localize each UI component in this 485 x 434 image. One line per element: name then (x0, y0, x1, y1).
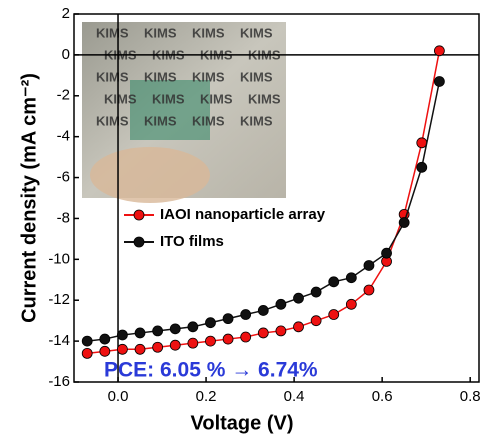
data-point (433, 76, 445, 87)
data-point (416, 161, 428, 173)
inset-text: KIMS (144, 69, 177, 84)
x-axis-label: Voltage (V) (191, 412, 294, 434)
x-tick-label: 0.2 (196, 388, 217, 405)
y-tick-label: -12 (48, 291, 70, 308)
data-point (81, 335, 93, 347)
annotation: PCE: 6.05 % → 6.74% (104, 359, 318, 382)
data-point (416, 137, 428, 149)
data-point (169, 339, 181, 351)
data-point (363, 284, 375, 296)
inset-text: KIMS (104, 91, 137, 106)
data-point (240, 309, 252, 320)
y-tick-label: -2 (57, 87, 70, 104)
data-point (81, 347, 93, 359)
plot-frame (73, 13, 480, 383)
inset-text: KIMS (240, 25, 273, 40)
data-point (134, 343, 146, 355)
data-point (310, 286, 322, 298)
data-point (152, 341, 164, 353)
device (130, 80, 210, 140)
data-point (275, 325, 287, 337)
x-tick-label: 0.8 (460, 388, 481, 405)
inset-photo: KIMS KIMS KIMS KIMS KIMS KIMS KIMS KIMS KIMS KIMS… (82, 22, 286, 203)
data-point (328, 309, 340, 320)
inset-text: KIMS (192, 25, 225, 40)
y-tick-label: -8 (57, 209, 70, 226)
data-point (240, 331, 252, 343)
data-point (433, 45, 445, 57)
data-point (117, 343, 128, 355)
inset-text: KIMS (96, 69, 129, 84)
data-point (187, 337, 199, 349)
inset-text: KIMS (96, 25, 129, 40)
data-point (99, 333, 111, 345)
data-point (293, 292, 304, 304)
data-point (205, 335, 216, 347)
data-point (381, 247, 392, 259)
data-point (117, 329, 128, 341)
y-tick-label: -10 (48, 250, 70, 267)
inset-text: KIMS (144, 113, 177, 128)
data-point (134, 327, 146, 339)
inset-text: KIMS (200, 91, 233, 106)
data-point (169, 323, 181, 335)
data-point (187, 321, 199, 333)
y-axis-label: Current density (mA cm⁻²) (18, 73, 40, 323)
x-tick-label: 0.6 (372, 388, 393, 405)
data-point (222, 333, 234, 345)
inset-text: KIMS (96, 113, 129, 128)
legend-label: ITO films (160, 233, 224, 250)
inset-text: KIMS (240, 69, 273, 84)
data-point (257, 327, 269, 339)
data-point (275, 298, 287, 310)
y-tick-label: -14 (48, 332, 70, 349)
inset-text: KIMS (192, 69, 225, 84)
legend-marker (133, 209, 145, 221)
data-point (345, 298, 357, 310)
data-point (205, 317, 216, 329)
data-point (222, 313, 234, 325)
y-tick-label: -6 (57, 169, 70, 186)
inset-text: KIMS (152, 91, 185, 106)
y-tick-label: 0 (62, 46, 70, 63)
inset-text: KIMS (248, 91, 281, 106)
y-tick-label: -16 (48, 373, 70, 390)
inset-text: KIMS (240, 113, 273, 128)
data-point (293, 321, 304, 333)
inset-text: KIMS (144, 25, 177, 40)
data-point (99, 345, 111, 357)
x-tick-label: 0.0 (108, 388, 129, 405)
y-tick-label: -4 (57, 128, 70, 145)
x-tick-label: 0.4 (284, 388, 305, 405)
data-point (363, 260, 375, 271)
data-point (398, 217, 410, 228)
legend-label: IAOI nanoparticle array (160, 206, 326, 223)
data-point (345, 272, 357, 284)
data-point (310, 315, 322, 327)
data-point (152, 325, 164, 337)
data-point (257, 305, 269, 316)
fingers (90, 147, 210, 203)
y-tick-label: 2 (62, 5, 70, 22)
legend-marker (133, 236, 145, 248)
inset-text: KIMS (192, 113, 225, 128)
data-point (328, 276, 340, 288)
